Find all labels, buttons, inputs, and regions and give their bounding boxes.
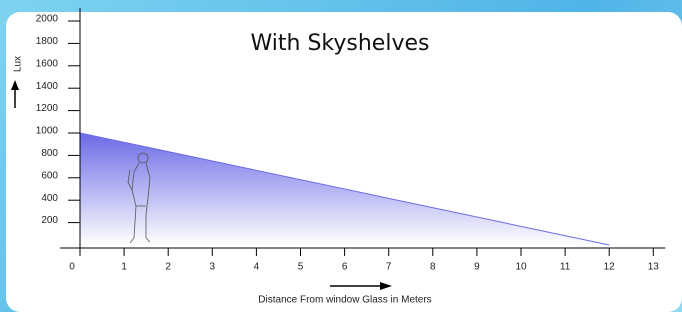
x-tick-label: 5	[298, 262, 304, 273]
x-tick-label: 10	[515, 262, 527, 273]
x-tick-label: 6	[342, 262, 348, 273]
y-tick-label: 800	[41, 148, 58, 159]
x-tick-label: 9	[474, 262, 480, 273]
x-tick-label: 13	[648, 262, 660, 273]
chart-title: With Skyshelves	[251, 31, 430, 56]
x-tick-label: 4	[254, 262, 260, 273]
y-tick-label: 1000	[36, 126, 59, 137]
y-axis-label: Lux	[13, 56, 24, 72]
y-tick-label: 200	[41, 215, 58, 226]
x-tick-label: 11	[560, 262, 571, 273]
y-tick-label: 1800	[36, 36, 59, 47]
chart: With Skyshelves Lux Distance From window…	[0, 0, 682, 312]
y-tick-label: 2000	[36, 14, 59, 25]
y-tick-label: 1600	[36, 58, 59, 69]
x-tick-label: 0	[69, 262, 75, 273]
x-tick-label: 2	[165, 262, 171, 273]
x-tick-label: 7	[386, 262, 392, 273]
x-axis-label: Distance From window Glass in Meters	[258, 295, 431, 306]
y-tick-label: 400	[41, 193, 58, 204]
x-tick-label: 1	[121, 262, 127, 273]
x-tick-label: 12	[604, 262, 616, 273]
page: {"chart_data": {"type": "area", "title":…	[0, 0, 682, 312]
x-tick-label: 8	[430, 262, 436, 273]
y-tick-label: 1400	[36, 81, 59, 92]
x-tick-label: 3	[210, 262, 216, 273]
y-tick-label: 600	[41, 170, 58, 181]
y-tick-label: 1200	[36, 103, 59, 114]
